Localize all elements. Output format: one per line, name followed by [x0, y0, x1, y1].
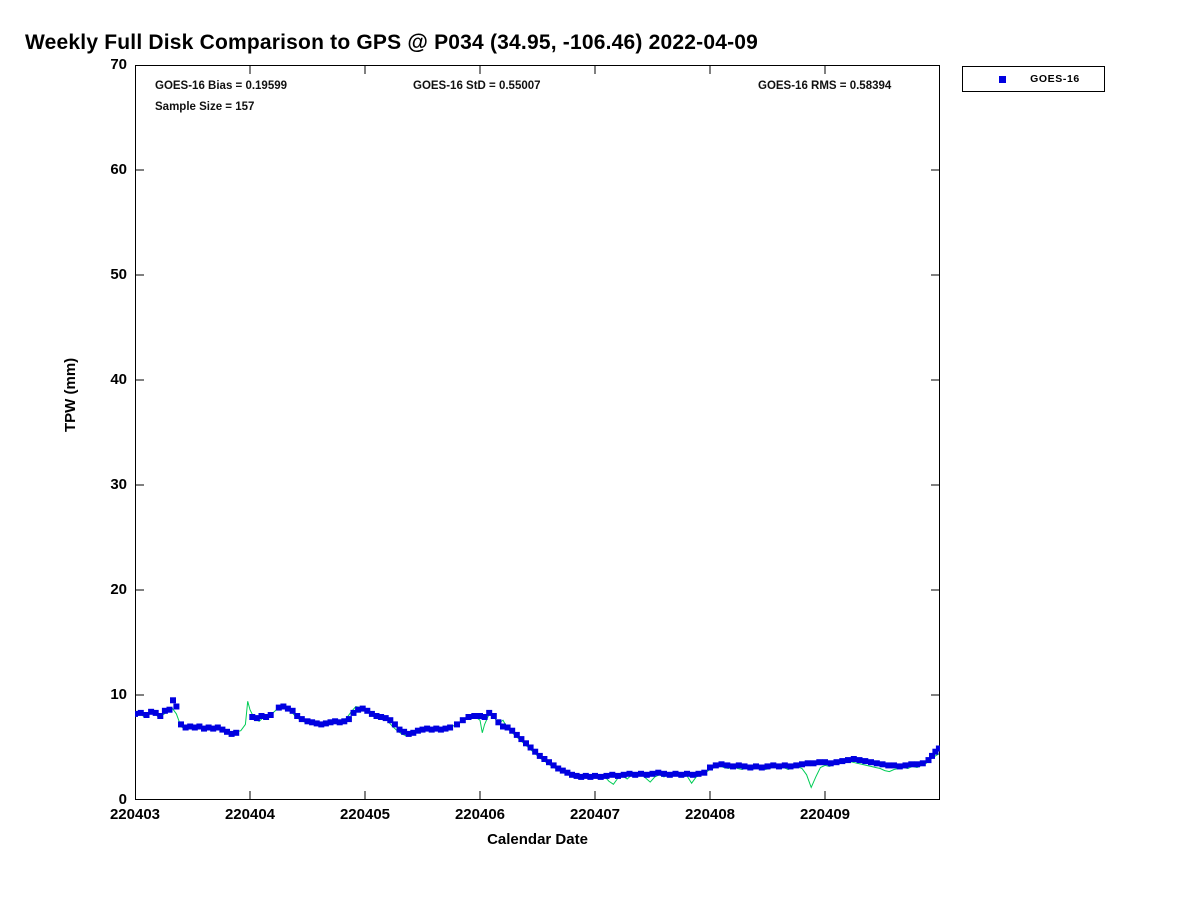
legend-label: GOES-16: [1030, 73, 1080, 85]
y-tick-label: 60: [110, 161, 127, 178]
x-tick-label: 220403: [109, 806, 161, 823]
chart-title: Weekly Full Disk Comparison to GPS @ P03…: [25, 31, 759, 54]
y-tick-label: 20: [110, 581, 127, 598]
stat-bias: GOES-16 Bias = 0.19599: [155, 80, 288, 92]
x-tick-label: 220404: [224, 806, 276, 823]
y-tick-label: 10: [110, 686, 127, 703]
plot-svg: [135, 65, 940, 800]
y-tick-label: 40: [110, 371, 127, 388]
legend-square-marker-icon: [999, 75, 1006, 83]
legend: GOES-16: [962, 66, 1105, 92]
stat-rms: GOES-16 RMS = 0.58394: [758, 80, 892, 92]
x-tick-label: 220406: [454, 806, 506, 823]
x-tick-label: 220405: [339, 806, 391, 823]
stat-sample-size: Sample Size = 157: [155, 101, 255, 113]
x-tick-label: 220408: [684, 806, 736, 823]
x-axis-label: Calendar Date: [487, 831, 588, 848]
plot-area: [135, 65, 940, 800]
y-axis-label: TPW (mm): [62, 357, 79, 432]
x-tick-label: 220407: [569, 806, 621, 823]
y-tick-label: 70: [110, 56, 127, 73]
y-tick-label: 0: [118, 791, 127, 808]
stat-std: GOES-16 StD = 0.55007: [413, 80, 541, 92]
y-tick-label: 50: [110, 266, 127, 283]
y-tick-label: 30: [110, 476, 127, 493]
x-tick-label: 220409: [799, 806, 851, 823]
